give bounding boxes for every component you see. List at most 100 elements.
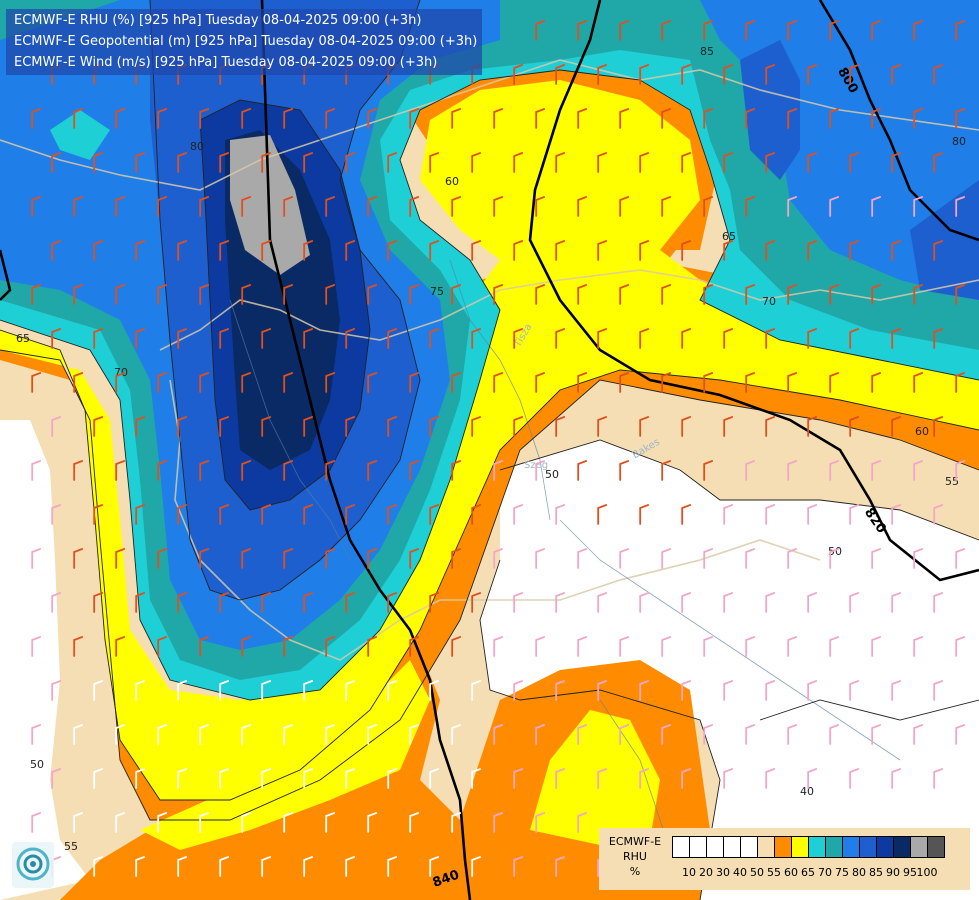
wind-barb <box>955 284 966 305</box>
legend-tick: 95 <box>903 866 917 879</box>
wind-barb <box>241 724 252 745</box>
wind-barb <box>577 548 588 569</box>
wind-barb <box>577 460 588 481</box>
wind-barb <box>429 592 440 613</box>
legend-tick: 50 <box>750 866 764 879</box>
wind-barb <box>577 372 588 393</box>
wind-barb <box>933 416 944 437</box>
wind-barb <box>261 680 272 701</box>
wind-barb <box>367 284 378 305</box>
wind-barb <box>303 504 314 525</box>
wind-barb <box>871 372 882 393</box>
wind-barb <box>283 196 294 217</box>
wind-barb <box>765 504 776 525</box>
rhu-band-70-patch <box>50 110 110 160</box>
wind-barb <box>619 284 630 305</box>
wind-barb <box>829 636 840 657</box>
wind-barb <box>493 636 504 657</box>
wind-barb <box>577 636 588 657</box>
wind-barb <box>807 680 818 701</box>
wind-barb <box>513 240 524 261</box>
wind-barb <box>283 548 294 569</box>
wind-barb <box>451 372 462 393</box>
wind-barb <box>135 152 146 173</box>
wind-barb <box>681 768 692 789</box>
wind-barb <box>619 196 630 217</box>
wind-barb <box>325 460 336 481</box>
wind-barb <box>913 460 924 481</box>
wind-barb <box>933 592 944 613</box>
wind-barb <box>745 284 756 305</box>
wind-barb <box>619 724 630 745</box>
wind-barb <box>303 328 314 349</box>
legend-swatch <box>672 836 690 858</box>
wind-barb <box>493 812 504 833</box>
rhu-band-below-50-west <box>0 420 90 900</box>
wind-barb <box>723 592 734 613</box>
wind-barb <box>891 64 902 85</box>
wind-barb <box>955 724 966 745</box>
wind-barb <box>345 328 356 349</box>
wind-barb <box>681 504 692 525</box>
wind-barb <box>723 416 734 437</box>
wind-barb <box>325 812 336 833</box>
wind-barb <box>199 108 210 129</box>
wind-barb <box>535 636 546 657</box>
wind-barbs <box>31 20 966 877</box>
wind-barb <box>849 64 860 85</box>
wind-barb <box>639 240 650 261</box>
wind-barb <box>535 724 546 745</box>
legend-tick: 70 <box>818 866 832 879</box>
wind-barb <box>31 812 42 833</box>
wind-barb <box>933 64 944 85</box>
wind-barb <box>135 768 146 789</box>
wind-barb <box>745 636 756 657</box>
wind-barb <box>177 856 188 877</box>
wind-barb <box>471 152 482 173</box>
legend-swatches <box>672 836 945 858</box>
legend-tick: 30 <box>716 866 730 879</box>
wind-barb <box>723 328 734 349</box>
rhu-contour-label: 65 <box>16 332 30 345</box>
wind-barb <box>177 416 188 437</box>
wind-barb <box>429 240 440 261</box>
wind-barb <box>639 152 650 173</box>
wind-barb <box>955 548 966 569</box>
wind-barb <box>871 724 882 745</box>
wind-barb <box>241 196 252 217</box>
wind-barb <box>807 592 818 613</box>
wind-barb <box>535 372 546 393</box>
wind-barb <box>199 460 210 481</box>
wind-barb <box>51 416 62 437</box>
wind-barb <box>219 152 230 173</box>
wind-barb <box>807 240 818 261</box>
wind-barb <box>261 856 272 877</box>
legend-tick: 40 <box>733 866 747 879</box>
wind-barb <box>177 592 188 613</box>
wind-barb <box>199 372 210 393</box>
wind-barb <box>661 196 672 217</box>
wind-barb <box>409 724 420 745</box>
wind-barb <box>51 328 62 349</box>
wind-barb <box>367 812 378 833</box>
wind-barb <box>577 284 588 305</box>
wind-barb <box>849 416 860 437</box>
wind-barb <box>891 416 902 437</box>
wind-barb <box>51 152 62 173</box>
wind-barb <box>219 856 230 877</box>
wind-barb <box>345 680 356 701</box>
wind-barb <box>681 152 692 173</box>
wind-barb <box>597 328 608 349</box>
wind-barb <box>409 108 420 129</box>
rhu-band-65 <box>0 80 979 800</box>
wind-barb <box>451 284 462 305</box>
wind-barb <box>241 636 252 657</box>
legend-swatch <box>876 836 894 858</box>
legend-tick: 80 <box>852 866 866 879</box>
wind-barb <box>157 108 168 129</box>
wind-barb <box>429 416 440 437</box>
wind-barb <box>93 680 104 701</box>
legend-tick: 100 <box>916 866 938 879</box>
wind-barb <box>283 636 294 657</box>
wind-barb <box>451 548 462 569</box>
